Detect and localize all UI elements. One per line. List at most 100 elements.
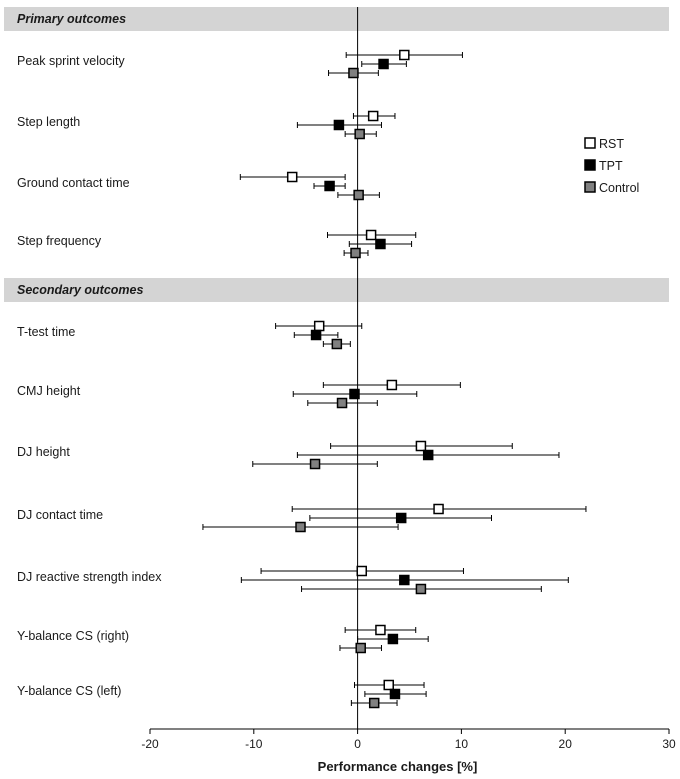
point-dj-contact-time-control	[202, 521, 399, 533]
x-axis-label: Performance changes [%]	[318, 759, 478, 774]
mean-marker	[383, 679, 394, 691]
mean-marker	[309, 458, 321, 470]
outcome-label-dj-height: DJ height	[17, 445, 70, 459]
x-tick-label: -20	[141, 737, 159, 751]
outcome-label-ground-contact-time: Ground contact time	[17, 176, 130, 190]
legend-label-tpt: TPT	[599, 159, 623, 173]
point-dj-height-rst	[330, 440, 513, 452]
outcome-label-y-balance-cs-right: Y-balance CS (right)	[17, 629, 129, 643]
mean-marker	[324, 180, 335, 192]
point-peak-sprint-velocity-control	[328, 67, 379, 79]
section-title-secondary-outcomes: Secondary outcomes	[17, 283, 143, 297]
outcome-label-t-test-time: T-test time	[17, 325, 75, 339]
outcome-label-step-length: Step length	[17, 115, 80, 129]
point-y-balance-cs-right-tpt	[357, 633, 429, 645]
mean-marker	[331, 338, 343, 350]
mean-marker	[348, 67, 359, 79]
x-tick-label: 10	[455, 737, 469, 751]
data-marks	[202, 49, 587, 709]
point-ground-contact-time-control	[337, 189, 380, 201]
mean-marker	[375, 624, 386, 636]
mean-marker	[367, 110, 379, 122]
point-step-frequency-rst	[326, 229, 417, 241]
point-t-test-time-tpt	[293, 329, 339, 341]
mean-marker	[389, 688, 401, 700]
point-cmj-height-rst	[322, 379, 461, 391]
legend: RST TPT Control	[584, 137, 639, 195]
point-peak-sprint-velocity-tpt	[361, 58, 407, 70]
mean-marker	[375, 238, 386, 250]
point-y-balance-cs-left-rst	[353, 679, 425, 691]
mean-marker	[395, 512, 407, 524]
mean-marker	[333, 119, 345, 131]
point-cmj-height-tpt	[292, 388, 418, 400]
legend-label-rst: RST	[599, 137, 624, 151]
mean-marker	[399, 49, 410, 61]
point-y-balance-cs-left-control	[350, 697, 398, 709]
section-bar-primary-outcomes	[4, 7, 669, 31]
x-tick-label: 0	[354, 737, 361, 751]
point-dj-height-tpt	[296, 449, 560, 461]
section-headers: Primary outcomes Secondary outcomes	[4, 7, 669, 302]
legend-swatch-control	[584, 181, 596, 193]
mean-marker	[365, 229, 377, 241]
point-y-balance-cs-left-tpt	[364, 688, 427, 700]
mean-marker	[387, 633, 399, 645]
mean-marker	[354, 128, 365, 140]
mean-marker	[295, 521, 306, 533]
mean-marker	[433, 503, 444, 515]
x-tick-label: -10	[245, 737, 263, 751]
mean-marker	[368, 697, 380, 709]
mean-marker	[356, 565, 368, 577]
outcome-label-dj-contact-time: DJ contact time	[17, 508, 103, 522]
point-t-test-time-control	[322, 338, 351, 350]
outcome-label-dj-reactive-strength-index: DJ reactive strength index	[17, 570, 162, 584]
mean-marker	[386, 379, 398, 391]
point-y-balance-cs-right-control	[339, 642, 382, 654]
outcome-label-peak-sprint-velocity: Peak sprint velocity	[17, 54, 125, 68]
point-ground-contact-time-rst	[239, 171, 346, 183]
outcome-labels: Peak sprint velocity Step length Ground co…	[17, 54, 162, 698]
outcome-label-cmj-height: CMJ height	[17, 384, 81, 398]
outcome-label-step-frequency: Step frequency	[17, 234, 102, 248]
mean-marker	[415, 440, 427, 452]
x-tick-label: 20	[559, 737, 573, 751]
mean-marker	[355, 642, 366, 654]
mean-marker	[350, 247, 361, 259]
point-step-frequency-control	[343, 247, 369, 259]
point-dj-contact-time-tpt	[309, 512, 493, 524]
section-title-primary-outcomes: Primary outcomes	[17, 12, 126, 26]
point-step-length-rst	[352, 110, 396, 122]
point-peak-sprint-velocity-rst	[345, 49, 463, 61]
legend-swatch-tpt	[584, 159, 596, 171]
point-y-balance-cs-right-rst	[344, 624, 417, 636]
point-step-length-tpt	[296, 119, 382, 131]
mean-marker	[353, 189, 364, 201]
section-bar-secondary-outcomes	[4, 278, 669, 302]
mean-marker	[349, 388, 360, 400]
mean-marker	[415, 583, 427, 595]
mean-marker	[336, 397, 348, 409]
point-cmj-height-control	[307, 397, 378, 409]
outcome-label-y-balance-cs-left: Y-balance CS (left)	[17, 684, 121, 698]
mean-marker	[422, 449, 434, 461]
legend-label-control: Control	[599, 181, 639, 195]
point-dj-contact-time-rst	[291, 503, 587, 515]
legend-swatch-rst	[584, 137, 596, 149]
mean-marker	[313, 320, 325, 332]
axes: -20 -10 0 10 20 30 Performance changes [%]	[141, 7, 676, 774]
x-tick-label: 30	[662, 737, 676, 751]
mean-marker	[310, 329, 322, 341]
point-t-test-time-rst	[275, 320, 363, 332]
point-dj-reactive-strength-index-tpt	[240, 574, 569, 586]
mean-marker	[399, 574, 410, 586]
mean-marker	[286, 171, 298, 183]
point-step-frequency-tpt	[348, 238, 413, 250]
point-step-length-control	[344, 128, 377, 140]
mean-marker	[378, 58, 389, 70]
point-dj-height-control	[252, 458, 378, 470]
point-ground-contact-time-tpt	[313, 180, 346, 192]
point-dj-reactive-strength-index-rst	[260, 565, 464, 577]
point-dj-reactive-strength-index-control	[301, 583, 542, 595]
